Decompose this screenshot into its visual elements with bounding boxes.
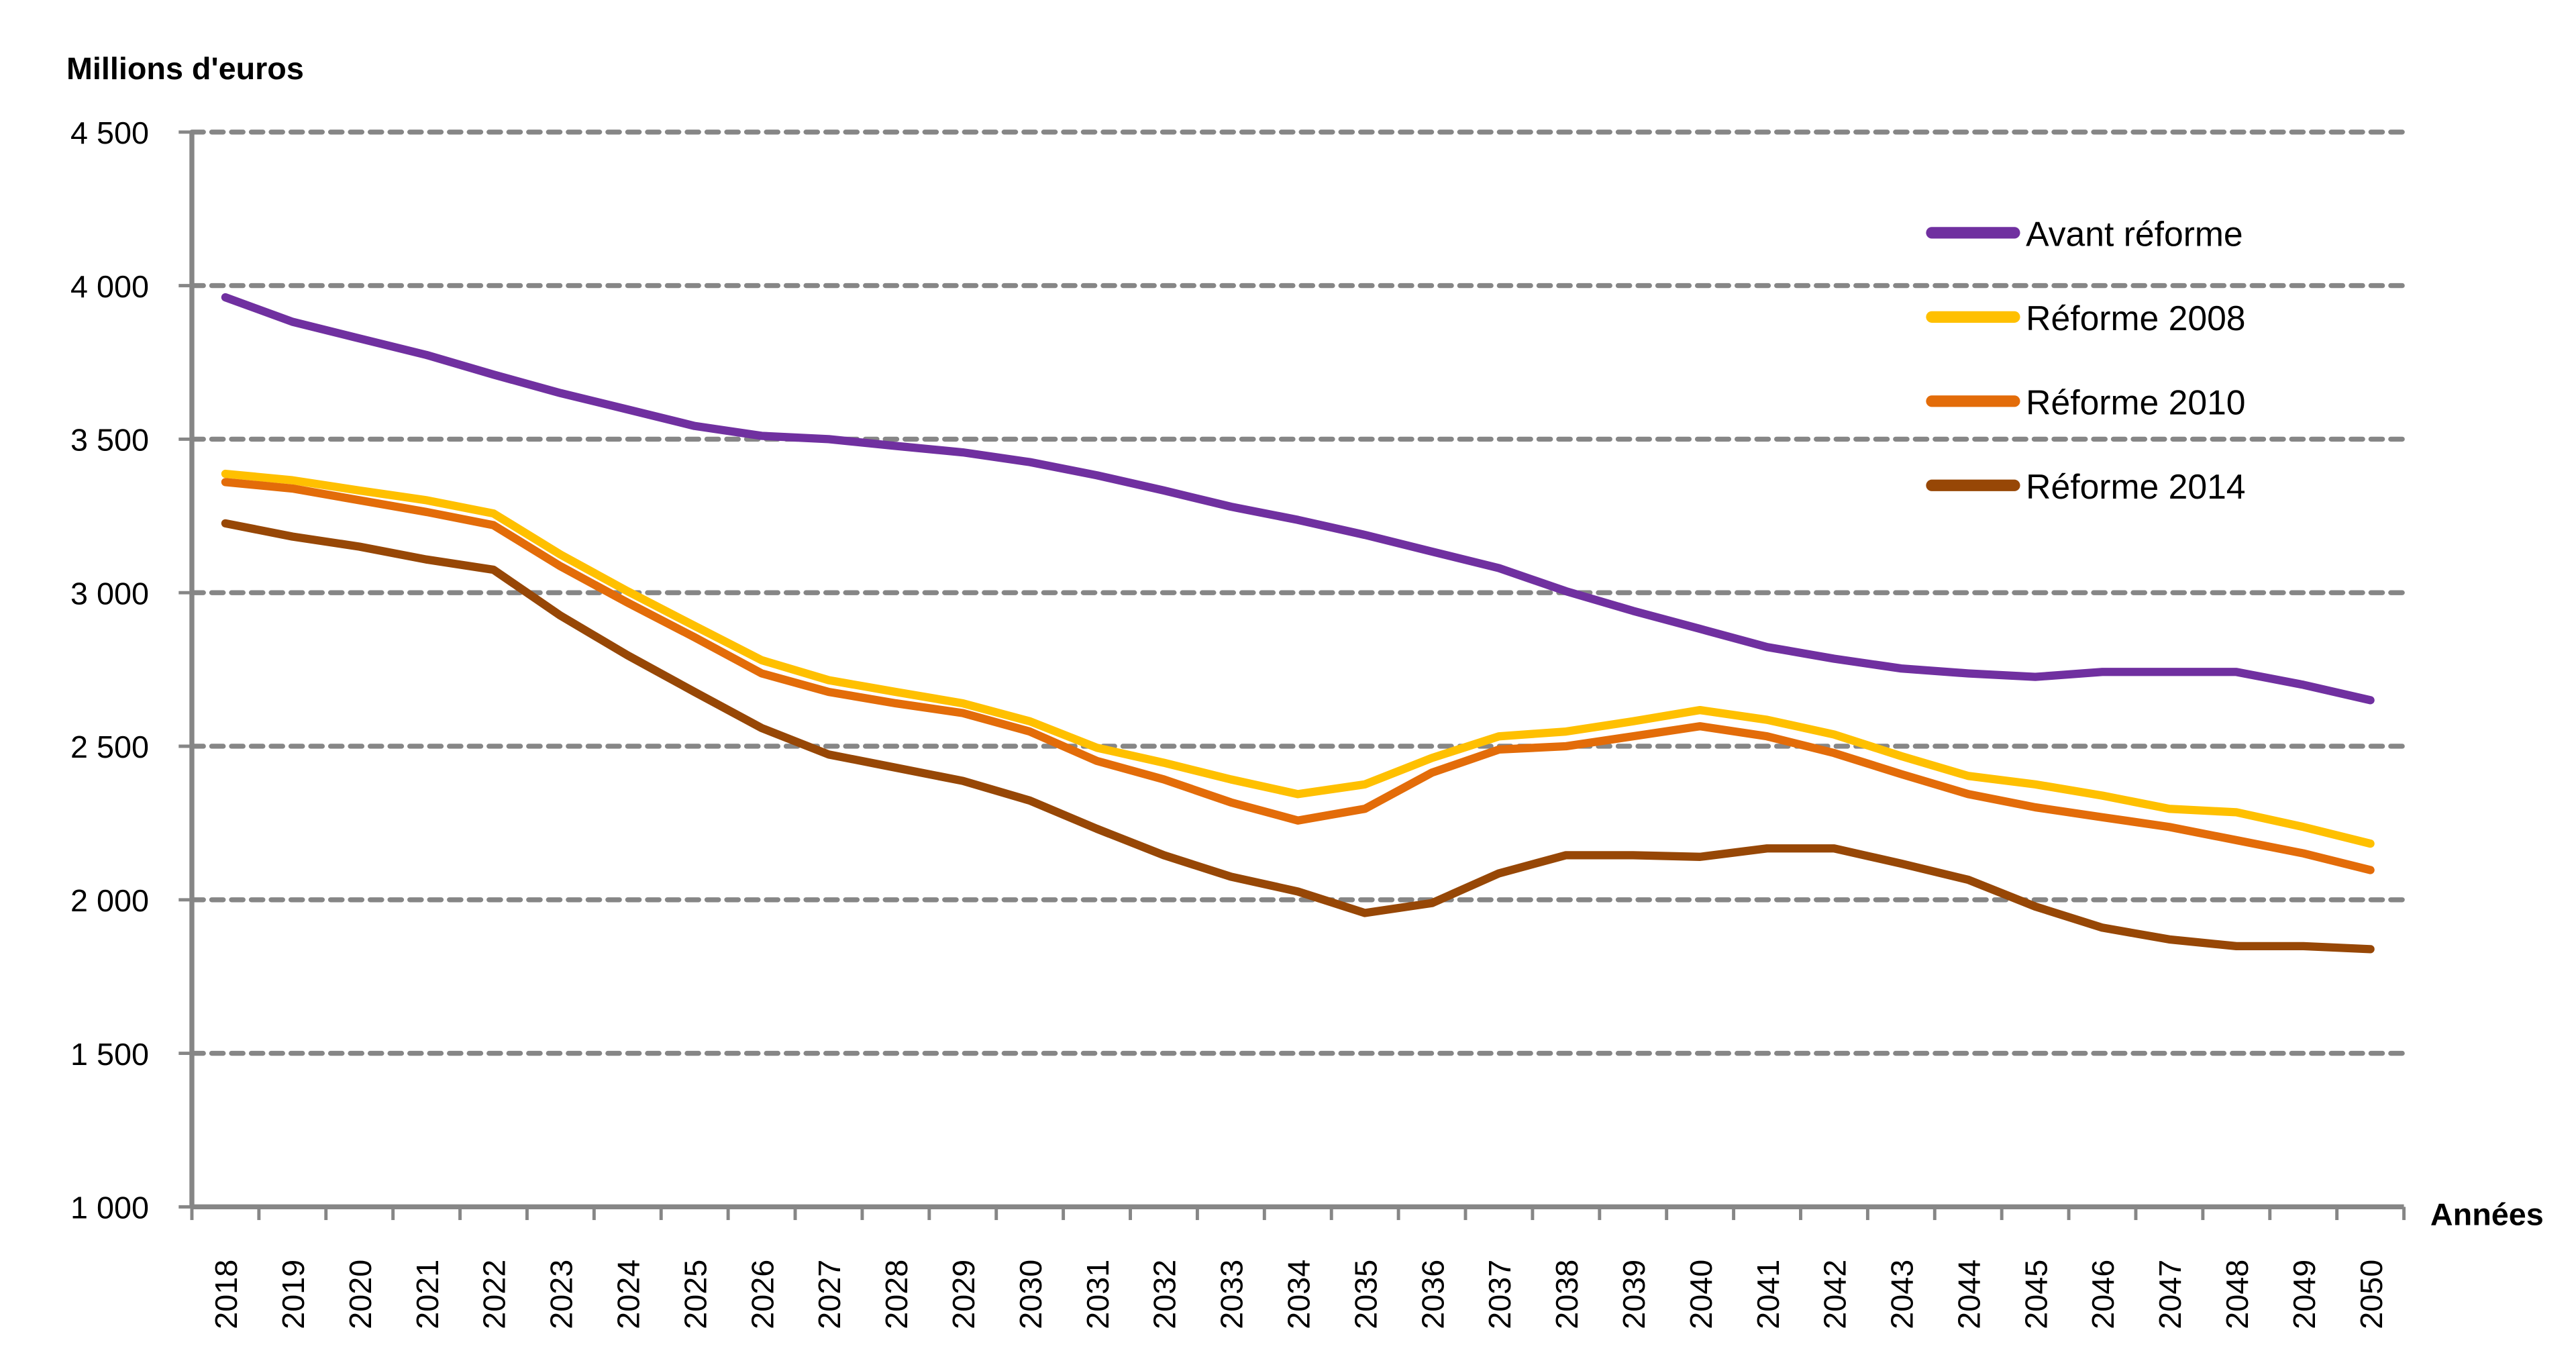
gridlines [189, 130, 2414, 1056]
x-tick-label: 2035 [1348, 1260, 1383, 1329]
x-tick-label: 2043 [1885, 1260, 1920, 1329]
series-line-2 [221, 478, 2375, 874]
series-lines [221, 293, 2375, 954]
x-tick-label: 2049 [2287, 1260, 2322, 1329]
x-tick-label: 2027 [812, 1260, 847, 1329]
x-tick-label: 2029 [946, 1260, 981, 1329]
legend: Avant réforme Réforme 2008 Réforme 2010 Réf… [1926, 215, 2246, 506]
x-tick-label: 2026 [745, 1260, 780, 1329]
x-tick-label: 2042 [1818, 1260, 1853, 1329]
y-tick-label: 2 500 [70, 729, 149, 764]
legend-label: Réforme 2008 [2026, 299, 2245, 338]
x-tick-label: 2025 [678, 1260, 713, 1329]
x-tick-label: 2041 [1751, 1260, 1786, 1329]
series-line-3 [221, 519, 2375, 954]
x-tick-label: 2021 [410, 1260, 445, 1329]
x-tick-label: 2045 [2018, 1260, 2053, 1329]
x-tick-label: 2018 [209, 1260, 244, 1329]
x-tick-label: 2024 [611, 1260, 646, 1329]
x-tick-label: 2050 [2354, 1260, 2389, 1329]
y-tick-label: 1 000 [70, 1191, 149, 1225]
x-tick-label: 2038 [1549, 1260, 1584, 1329]
x-tick-label: 2028 [879, 1260, 914, 1329]
x-tick-label: 2019 [276, 1260, 311, 1329]
y-tick-label: 2 000 [70, 883, 149, 918]
y-tick-label: 4 500 [70, 115, 149, 150]
x-tick-label: 2044 [1951, 1260, 1986, 1329]
x-tick-label: 2037 [1482, 1260, 1517, 1329]
y-tick-label: 3 500 [70, 423, 149, 458]
x-tick-label: 2040 [1684, 1260, 1718, 1329]
y-tick-label: 1 500 [70, 1037, 149, 1072]
y-tick-label: 4 000 [70, 269, 149, 304]
x-tick-label: 2032 [1147, 1260, 1182, 1329]
x-tick-label: 2022 [477, 1260, 512, 1329]
y-axis-ticks: 1 000 1 500 2 000 2 500 3 000 3 500 4 000 4 500 [70, 115, 192, 1225]
x-tick-label: 2031 [1080, 1260, 1115, 1329]
x-tick-label: 2034 [1281, 1260, 1316, 1329]
x-tick-label: 2047 [2153, 1260, 2187, 1329]
series-line-0 [221, 293, 2375, 705]
x-tick-label: 2030 [1013, 1260, 1048, 1329]
x-tick-label: 2046 [2085, 1260, 2120, 1329]
x-tick-label: 2020 [343, 1260, 378, 1329]
x-tick-label: 2036 [1415, 1260, 1450, 1329]
legend-label: Réforme 2010 [2026, 383, 2245, 421]
x-tick-label: 2048 [2220, 1260, 2255, 1329]
y-axis-title: Millions d'euros [66, 51, 304, 86]
legend-label: Réforme 2014 [2026, 467, 2245, 506]
legend-label: Avant réforme [2026, 215, 2243, 254]
x-axis-ticks: 2018 2019 2020 2021 2022 2023 2024 2025 2026 2027… [190, 1207, 2406, 1329]
x-axis-title: Années [2430, 1197, 2544, 1231]
x-tick-label: 2033 [1215, 1260, 1249, 1329]
y-tick-label: 3 000 [70, 576, 149, 611]
x-tick-label: 2023 [544, 1260, 579, 1329]
series-line-1 [221, 469, 2375, 848]
x-tick-label: 2039 [1616, 1260, 1651, 1329]
